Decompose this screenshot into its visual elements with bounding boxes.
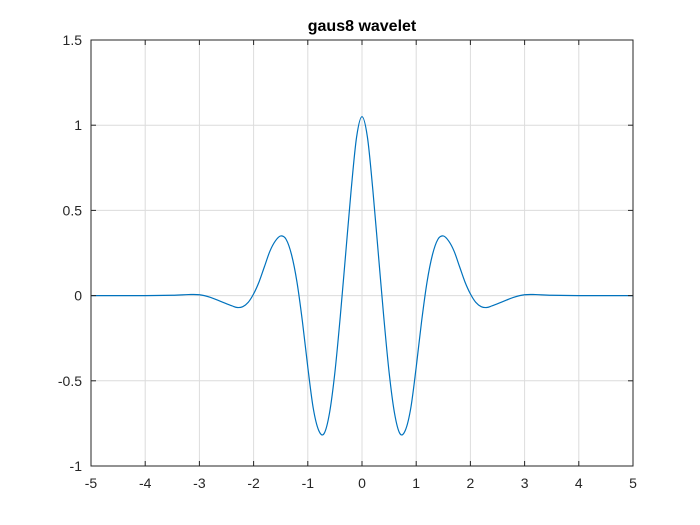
chart-title: gaus8 wavelet bbox=[308, 18, 417, 35]
x-tick-label: 0 bbox=[358, 475, 366, 491]
series-line-0 bbox=[91, 116, 633, 436]
x-tick-label: -2 bbox=[247, 475, 260, 491]
x-tick-label: -5 bbox=[85, 475, 98, 491]
x-tick-label: 3 bbox=[521, 475, 529, 491]
y-tick-label: 0 bbox=[74, 288, 82, 304]
y-tick-label: 1.5 bbox=[63, 32, 83, 48]
series-layer bbox=[91, 116, 633, 436]
y-tick-label: 0.5 bbox=[63, 202, 83, 218]
x-tick-label: 1 bbox=[412, 475, 420, 491]
x-tick-label: -4 bbox=[139, 475, 152, 491]
y-tick-label: 1 bbox=[74, 117, 82, 133]
y-tick-label: -1 bbox=[70, 458, 83, 474]
x-tick-label: 2 bbox=[467, 475, 475, 491]
y-tick-label: -0.5 bbox=[58, 373, 82, 389]
x-tick-label: 5 bbox=[629, 475, 637, 491]
x-tick-label: -3 bbox=[193, 475, 206, 491]
x-tick-label: 4 bbox=[575, 475, 583, 491]
x-tick-label: -1 bbox=[302, 475, 315, 491]
ticks: -5 -4 -3 -2 -1 0 1 2 3 4 5 -1 -0.5 0 0.5 1 1.5 bbox=[58, 32, 637, 491]
